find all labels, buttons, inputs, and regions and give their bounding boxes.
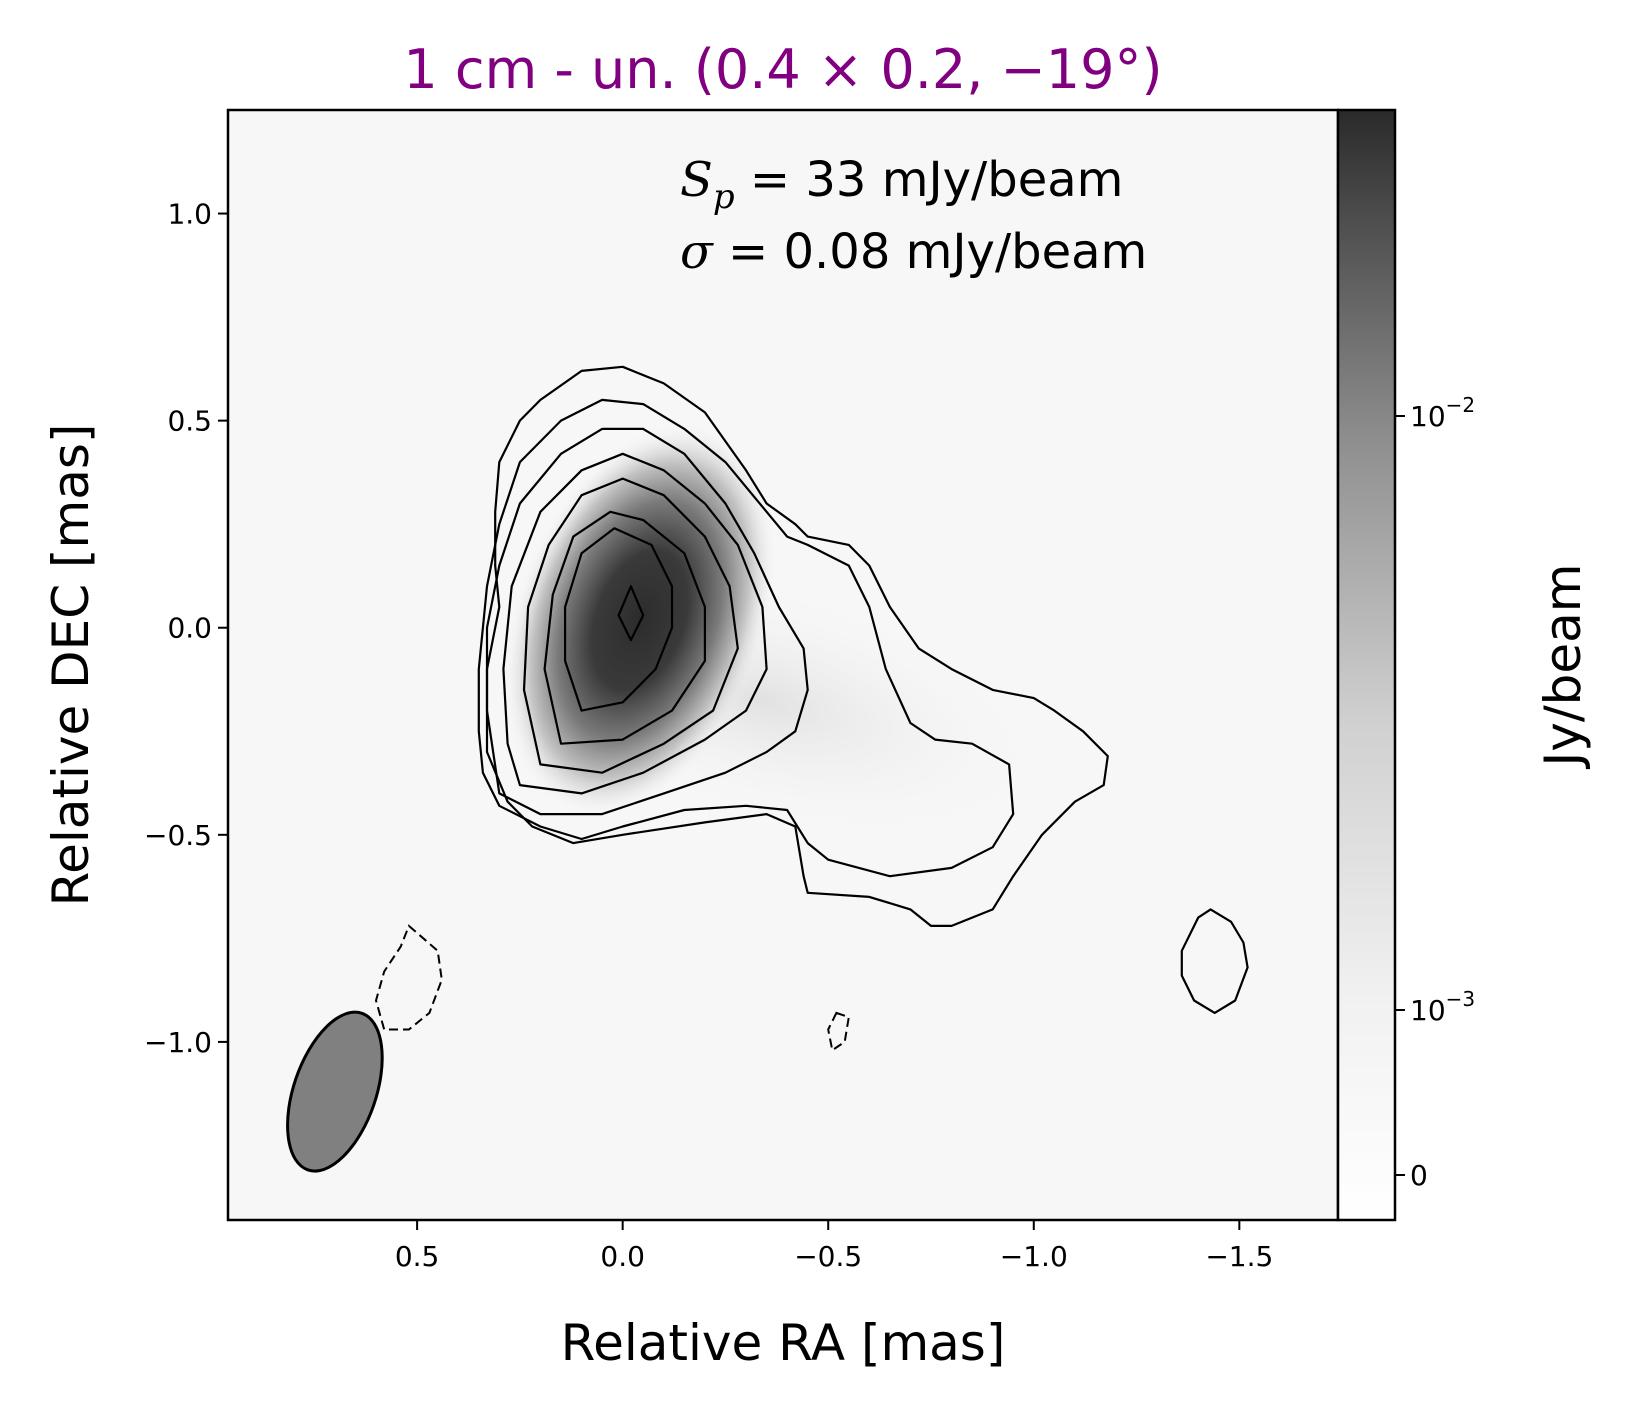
y-tick-label: −1.0 xyxy=(144,1026,212,1059)
svg-text:10−2: 10−2 xyxy=(1410,393,1475,433)
y-tick-label: 1.0 xyxy=(167,198,212,231)
colorbar: 10−2 10−3 0 Jy/beam xyxy=(1336,108,1592,1222)
colorbar-tick-0: 0 xyxy=(1395,1159,1428,1192)
flux-image xyxy=(286,365,1249,1173)
plot-area: 0.5 0.0 −0.5 −1.0 −1.5 1.0 0.5 0.0 −0.5 −1.0 xyxy=(144,108,1340,1273)
y-axis-ticks: 1.0 0.5 0.0 −0.5 −1.0 xyxy=(144,198,228,1059)
contour-level-7 xyxy=(563,527,674,712)
colorbar-tick-base: 10 xyxy=(1410,400,1446,433)
colorbar-tick-exponent: −3 xyxy=(1446,987,1475,1011)
contour-level-1 xyxy=(485,365,1109,928)
colorbar-tick-zero: 0 xyxy=(1410,1159,1428,1192)
negative-contour xyxy=(827,1011,850,1052)
y-axis-label: Relative DEC [mas] xyxy=(42,424,100,907)
colorbar-tick-1e-3: 10−3 xyxy=(1395,987,1475,1027)
contour-level-8 xyxy=(617,585,645,642)
annotation-rms: σ = 0.08 mJy/beam xyxy=(680,224,1147,280)
colorbar-tick-1e-2: 10−2 xyxy=(1395,393,1475,433)
contour-level-6 xyxy=(543,510,707,745)
colorbar-tick-base: 10 xyxy=(1410,994,1446,1027)
y-tick-label: 0.0 xyxy=(167,612,212,645)
colorbar-gradient xyxy=(1336,108,1397,1222)
x-tick-label: −1.0 xyxy=(1000,1240,1068,1273)
peak-flux-symbol: S xyxy=(680,152,713,208)
peak-flux-value: = 33 mJy/beam xyxy=(735,152,1124,208)
svg-text:σ = 0.08 mJy/beam: σ = 0.08 mJy/beam xyxy=(680,224,1147,280)
x-tick-label: 0.5 xyxy=(395,1240,440,1273)
contour-lines xyxy=(374,365,1249,1052)
contour-level-5 xyxy=(522,477,739,774)
y-tick-label: −0.5 xyxy=(144,819,212,852)
beam-ellipse xyxy=(286,1010,384,1173)
rms-value: = 0.08 mJy/beam xyxy=(713,224,1148,280)
rms-symbol: σ xyxy=(680,224,714,280)
peak-flux-subscript: p xyxy=(713,177,735,217)
x-axis-ticks: 0.5 0.0 −0.5 −1.0 −1.5 xyxy=(395,1220,1273,1273)
contour-level-2 xyxy=(477,398,1015,878)
negative-contour xyxy=(374,924,443,1031)
contour-level-4 xyxy=(502,452,768,795)
svg-text:10−3: 10−3 xyxy=(1410,987,1475,1027)
svg-text:Sp = 33 mJy/beam: Sp = 33 mJy/beam xyxy=(680,152,1123,217)
annotation-peak-flux: Sp = 33 mJy/beam xyxy=(680,152,1123,217)
colorbar-tick-exponent: −2 xyxy=(1446,393,1475,417)
colorbar-label: Jy/beam xyxy=(1534,563,1592,769)
contour-level-1 xyxy=(1180,908,1249,1015)
x-axis-label: Relative RA [mas] xyxy=(561,1314,1006,1372)
x-tick-label: 0.0 xyxy=(600,1240,645,1273)
chart-title: 1 cm - un. (0.4 × 0.2, −19°) xyxy=(403,38,1162,101)
x-tick-label: −1.5 xyxy=(1205,1240,1273,1273)
y-tick-label: 0.5 xyxy=(167,405,212,438)
x-tick-label: −0.5 xyxy=(794,1240,862,1273)
contour-level-3 xyxy=(485,427,809,816)
